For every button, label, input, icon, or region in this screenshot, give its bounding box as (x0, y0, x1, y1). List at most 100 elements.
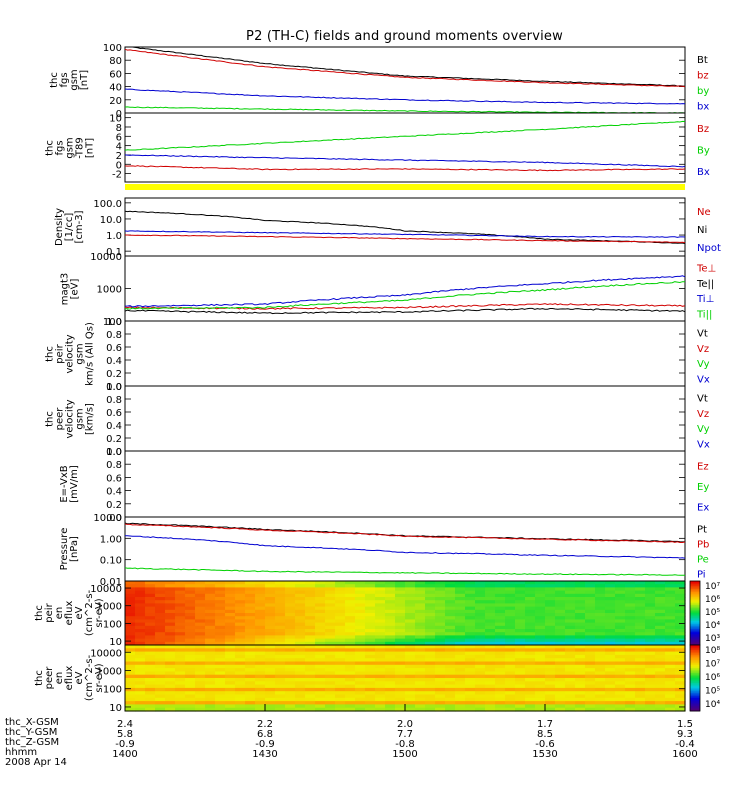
heatmap-cell (515, 704, 526, 709)
heatmap-cell (355, 625, 366, 630)
heatmap-cell (525, 694, 536, 699)
heatmap-cell (195, 587, 206, 592)
heatmap-cell (195, 597, 206, 601)
heatmap-cell (445, 648, 456, 653)
heatmap-cell (405, 671, 416, 676)
ephem-value: -0.9 (115, 739, 135, 750)
heatmap-cell (395, 664, 406, 669)
heatmap-cell (585, 603, 596, 608)
heatmap-cell (525, 707, 536, 712)
y-tick-label: 10000 (90, 584, 122, 595)
legend-vx: Vx (697, 439, 710, 450)
heatmap-cell (445, 622, 456, 627)
heatmap-cell (155, 697, 166, 702)
heatmap-cell (665, 678, 676, 682)
heatmap-cell (255, 593, 266, 598)
heatmap-cell (155, 704, 166, 709)
heatmap-cell (275, 658, 286, 663)
heatmap-cell (175, 641, 186, 646)
heatmap-cell (375, 603, 386, 608)
colorbar-label: 10⁴ (705, 700, 720, 710)
heatmap-cell (125, 590, 136, 595)
heatmap-cell (235, 694, 246, 699)
heatmap-cell (415, 638, 426, 643)
heatmap-cell (345, 648, 356, 653)
heatmap-cell (235, 625, 246, 630)
heatmap-cell (245, 658, 256, 663)
heatmap-cell (465, 684, 476, 689)
legend-bx: Bx (697, 167, 710, 178)
heatmap-cell (375, 587, 386, 592)
heatmap-cell (195, 704, 206, 709)
heatmap-cell (325, 581, 336, 585)
heatmap-cell (455, 671, 466, 676)
heatmap-cell (335, 606, 346, 611)
heatmap-cell (135, 661, 146, 666)
heatmap-cell (445, 600, 456, 604)
heatmap-cell (635, 581, 646, 585)
heatmap-cell (175, 697, 186, 702)
heatmap-cell (425, 645, 436, 649)
heatmap-cell (635, 632, 646, 636)
heatmap-cell (185, 629, 196, 633)
heatmap-cell (335, 581, 346, 585)
heatmap-cell (265, 609, 276, 614)
heatmap-cell (215, 664, 226, 669)
heatmap-cell (135, 622, 146, 627)
heatmap-cell (245, 619, 256, 624)
heatmap-cell (525, 701, 536, 705)
heatmap-cell (425, 590, 436, 595)
heatmap-cell (195, 609, 206, 614)
colorbar-segment (690, 621, 700, 624)
heatmap-cell (285, 613, 296, 617)
heatmap-cell (525, 587, 536, 592)
heatmap-cell (325, 681, 336, 686)
heatmap-cell (475, 587, 486, 592)
heatmap-cell (355, 632, 366, 636)
colorbar-segment (690, 632, 700, 635)
heatmap-cell (315, 587, 326, 592)
heatmap-cell (165, 704, 176, 709)
heatmap-cell (365, 691, 376, 696)
heatmap-cell (255, 632, 266, 636)
heatmap-cell (635, 674, 646, 679)
heatmap-cell (205, 600, 216, 604)
heatmap-cell (435, 645, 446, 649)
heatmap-cell (275, 701, 286, 705)
heatmap-cell (165, 641, 176, 646)
heatmap-cell (135, 668, 146, 672)
heatmap-cell (155, 684, 166, 689)
heatmap-cell (435, 597, 446, 601)
heatmap-cell (305, 625, 316, 630)
heatmap-cell (125, 613, 136, 617)
y-tick-label: 0 (116, 160, 122, 171)
heatmap-cell (135, 664, 146, 669)
heatmap-cell (315, 581, 326, 585)
heatmap-cell (345, 671, 356, 676)
heatmap-cell (265, 625, 276, 630)
heatmap-cell (575, 645, 586, 649)
heatmap-cell (255, 648, 266, 653)
heatmap-cell (275, 587, 286, 592)
heatmap-cell (465, 658, 476, 663)
heatmap-cell (315, 697, 326, 702)
heatmap-cell (225, 671, 236, 676)
heatmap-cell (495, 638, 506, 643)
heatmap-cell (245, 681, 256, 686)
legend-vx: Vx (697, 374, 710, 385)
heatmap-cell (275, 674, 286, 679)
heatmap-cell (575, 674, 586, 679)
heatmap-cell (525, 629, 536, 633)
heatmap-cell (375, 687, 386, 692)
heatmap-cell (405, 661, 416, 666)
heatmap-cell (495, 687, 506, 692)
y-tick-label: 0.8 (106, 460, 122, 471)
heatmap-cell (465, 678, 476, 682)
heatmap-cell (265, 603, 276, 608)
colorbar-segment (690, 646, 700, 649)
heatmap-cell (355, 581, 366, 585)
heatmap-cell (255, 590, 266, 595)
heatmap-cell (675, 687, 686, 692)
heatmap-cell (345, 587, 356, 592)
ephem-value: 1600 (672, 749, 697, 760)
